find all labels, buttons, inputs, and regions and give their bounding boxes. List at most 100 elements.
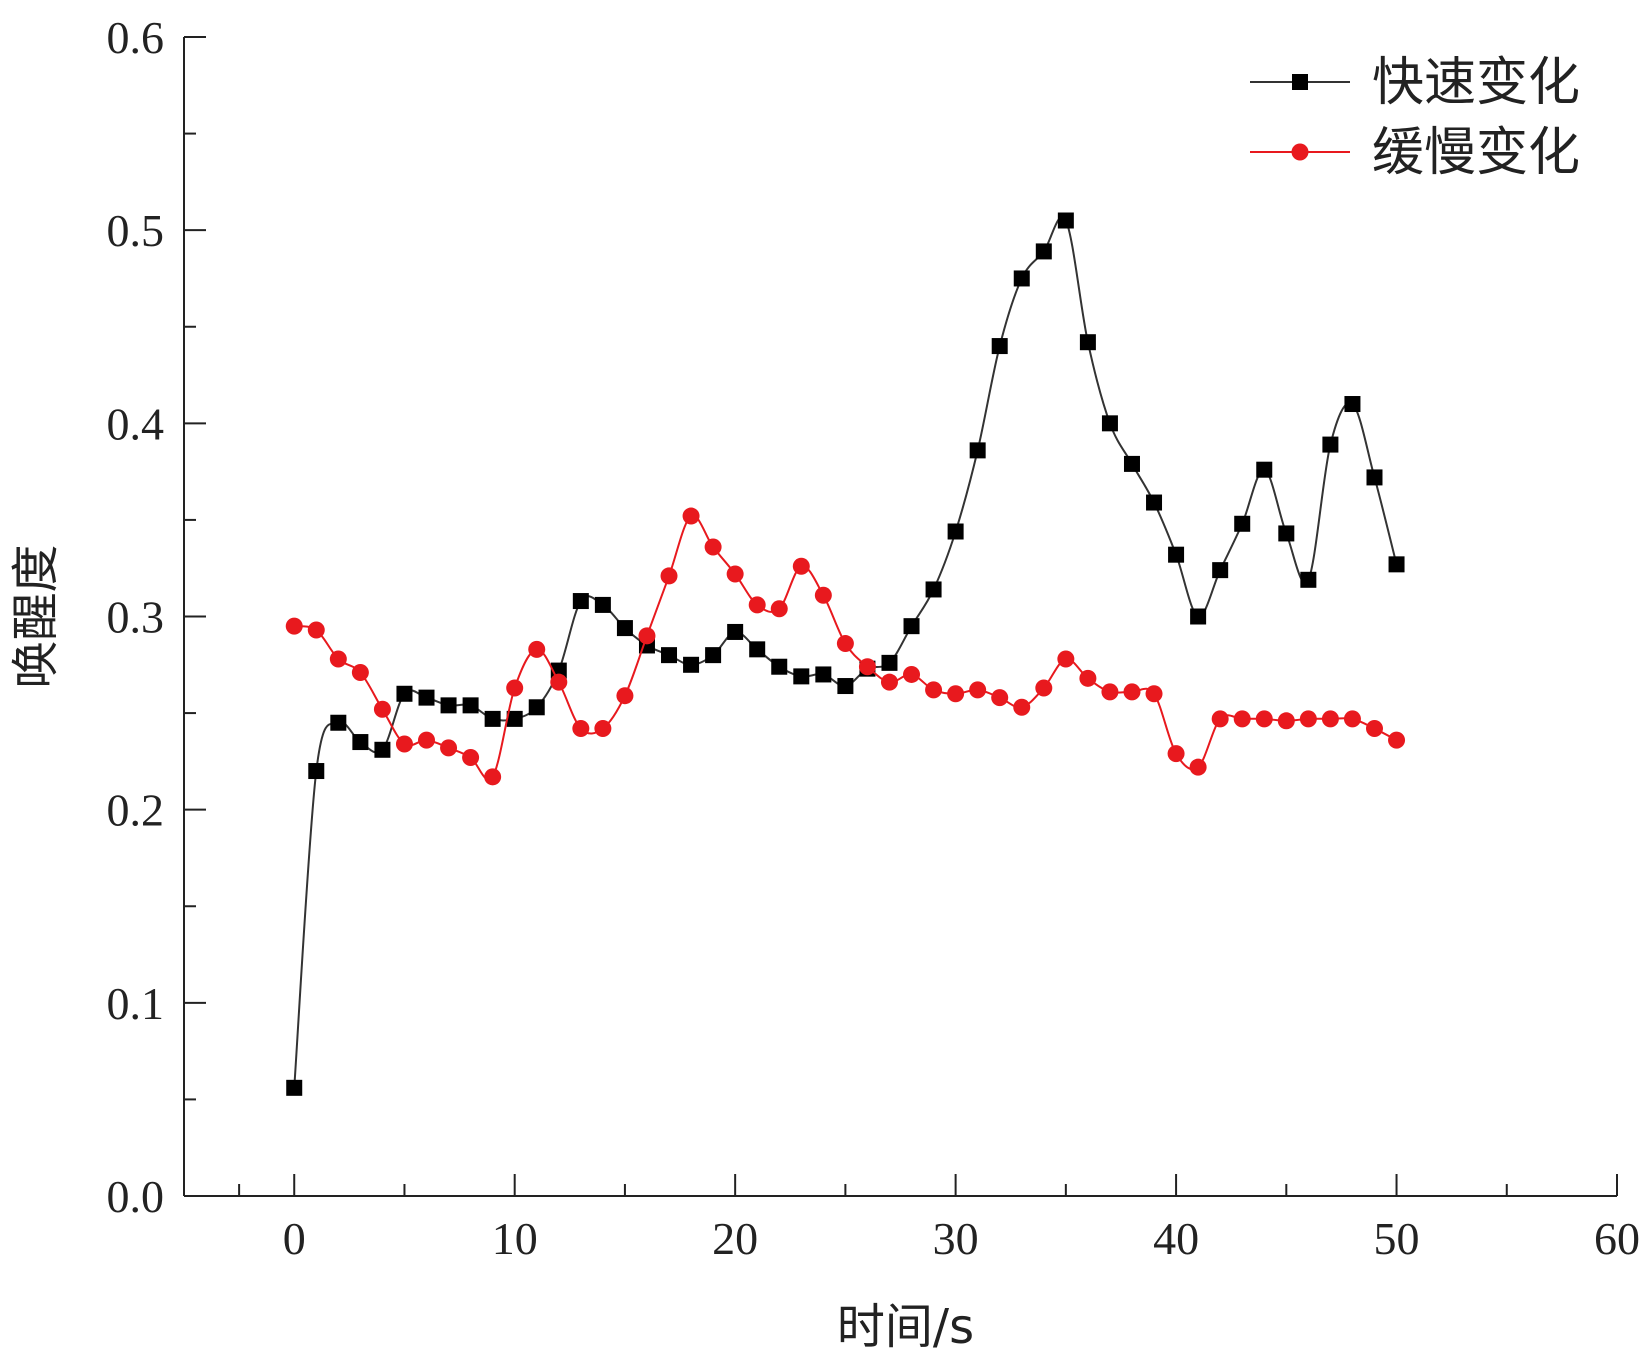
data-point — [705, 647, 722, 664]
data-point — [528, 699, 545, 716]
data-point — [947, 523, 964, 540]
data-point — [1388, 731, 1406, 749]
data-point — [1167, 745, 1185, 763]
data-point — [1233, 710, 1251, 728]
data-point — [1321, 710, 1339, 728]
data-point — [880, 673, 898, 691]
data-point — [1168, 546, 1185, 563]
data-point — [836, 635, 854, 653]
data-point — [1343, 710, 1361, 728]
data-point — [1013, 698, 1031, 716]
data-point — [792, 557, 810, 575]
data-point — [991, 338, 1008, 355]
data-point — [749, 641, 766, 658]
data-point — [1299, 710, 1317, 728]
data-point — [506, 710, 523, 727]
legend-entry: 缓慢变化 — [1250, 123, 1580, 183]
data-point — [484, 710, 501, 727]
data-point — [329, 650, 347, 668]
data-point — [1322, 436, 1339, 453]
data-point — [572, 720, 590, 738]
legend-marker — [1292, 74, 1308, 90]
series-2 — [285, 507, 1406, 786]
data-point — [374, 741, 391, 758]
data-point — [1366, 469, 1383, 486]
data-point — [373, 700, 391, 718]
data-point — [1101, 415, 1118, 432]
data-point — [660, 567, 678, 585]
data-point — [462, 697, 479, 714]
data-point — [462, 749, 480, 767]
series-1 — [286, 212, 1405, 1096]
data-point — [1057, 212, 1074, 229]
x-tick-label: 50 — [1374, 1213, 1420, 1264]
data-point — [550, 673, 568, 691]
y-tick-label: 0.5 — [107, 205, 165, 256]
x-tick-label: 20 — [712, 1213, 758, 1264]
series-line — [293, 216, 1398, 1088]
y-tick-label: 0.2 — [107, 785, 165, 836]
data-point — [726, 565, 744, 583]
data-point — [1388, 556, 1405, 573]
data-point — [815, 666, 832, 683]
data-point — [947, 685, 965, 703]
data-point — [1101, 683, 1119, 701]
data-point — [1344, 396, 1361, 413]
data-point — [572, 593, 589, 610]
data-point — [396, 685, 413, 702]
data-point — [352, 734, 369, 751]
legend-marker — [1291, 143, 1309, 161]
data-point — [418, 731, 436, 749]
data-point — [594, 596, 611, 613]
data-point — [1079, 669, 1097, 687]
data-point — [1035, 679, 1053, 697]
data-point — [638, 627, 656, 645]
data-point — [308, 763, 325, 780]
data-point — [1123, 455, 1140, 472]
data-point — [285, 617, 303, 635]
data-point — [1035, 243, 1052, 260]
data-point — [395, 735, 413, 753]
data-point — [1190, 608, 1207, 625]
data-point — [616, 687, 634, 705]
data-point — [858, 658, 876, 676]
data-point — [1212, 562, 1229, 579]
data-point — [1013, 270, 1030, 287]
data-point — [1057, 650, 1075, 668]
x-tick-label: 40 — [1153, 1213, 1199, 1264]
x-tick-label: 30 — [933, 1213, 979, 1264]
data-point — [903, 665, 921, 683]
data-point — [528, 640, 546, 658]
data-point — [1300, 571, 1317, 588]
axes: 0.0 0.1 0.2 0.3 0.4 0.5 0.6 0 10 20 30 40 50 60 — [107, 12, 1641, 1264]
data-point — [727, 623, 744, 640]
data-point — [1256, 461, 1273, 478]
data-point — [814, 586, 832, 604]
data-point — [1277, 712, 1295, 730]
data-point — [793, 668, 810, 685]
data-point — [1145, 685, 1163, 703]
data-point — [991, 689, 1009, 707]
y-tick-label: 0.3 — [107, 592, 165, 643]
legend-label: 缓慢变化 — [1372, 123, 1580, 183]
x-tick-label: 60 — [1594, 1213, 1640, 1264]
data-point — [969, 442, 986, 459]
data-point — [683, 656, 700, 673]
data-point — [682, 507, 700, 525]
data-point — [881, 654, 898, 671]
data-point — [925, 681, 943, 699]
y-tick-label: 0.4 — [107, 398, 165, 449]
data-point — [1255, 710, 1273, 728]
data-point — [1365, 720, 1383, 738]
y-tick-label: 0.0 — [107, 1171, 165, 1222]
data-point — [1079, 334, 1096, 351]
plot-area — [285, 212, 1406, 1096]
data-point — [969, 681, 987, 699]
data-point — [1234, 515, 1251, 532]
y-tick-label: 0.1 — [107, 978, 165, 1029]
data-point — [771, 658, 788, 675]
data-point — [1278, 525, 1295, 542]
data-point — [661, 647, 678, 664]
